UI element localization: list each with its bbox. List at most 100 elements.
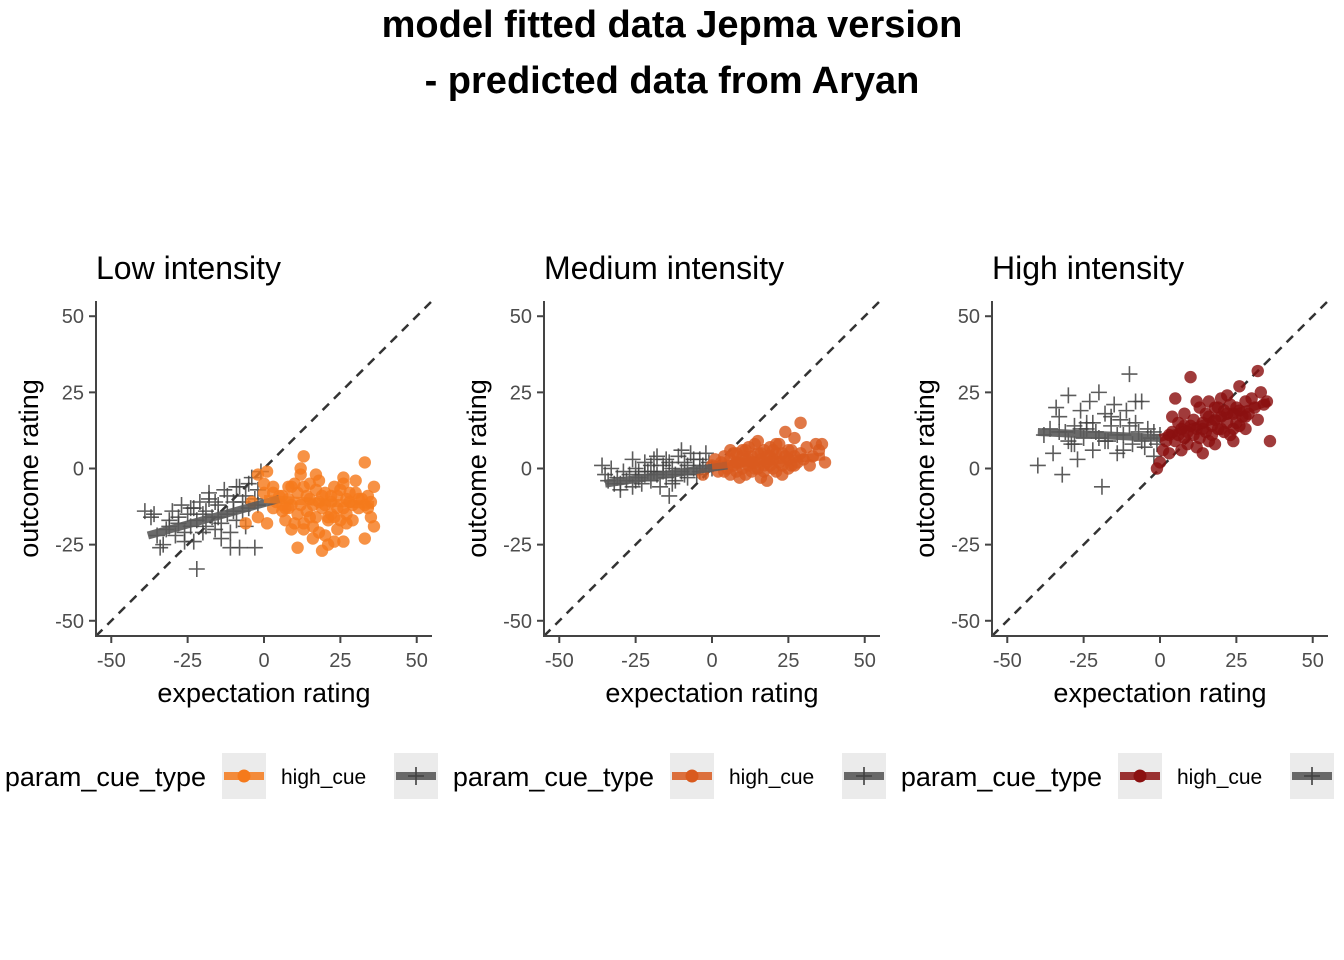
low-cue-fit-line	[1037, 427, 1161, 443]
high-cue-point	[285, 480, 298, 493]
low-cue-point	[1069, 451, 1086, 468]
legend-key-low-cue-marker	[856, 767, 872, 785]
high-cue-point	[779, 425, 792, 439]
low-cue-point	[661, 454, 678, 471]
low-cue-point	[594, 457, 611, 474]
y-tick-label: 25	[958, 382, 980, 404]
y-tick-label: -50	[951, 611, 980, 633]
y-axis-label: outcome rating	[14, 379, 44, 558]
y-tick-label: 50	[510, 306, 532, 328]
high-cue-point	[337, 477, 350, 490]
low-cue-point	[207, 494, 224, 510]
high-cue-fit-line	[1158, 397, 1272, 442]
high-cue-point	[239, 517, 252, 530]
high-cue-point	[260, 517, 274, 530]
high-cue-point	[266, 480, 280, 493]
high-cue-point	[1162, 447, 1176, 460]
low-cue-point	[219, 487, 236, 504]
low-cue-point	[1093, 478, 1110, 495]
high-cue-point	[766, 444, 780, 457]
high-cue-point	[1196, 447, 1209, 460]
high-cue-fit-line	[711, 452, 826, 470]
panel-title: Medium intensity	[544, 250, 784, 286]
high-cue-point	[291, 507, 304, 521]
high-cue-point	[358, 456, 371, 469]
y-tick-label: -25	[503, 535, 532, 557]
low-cue-point	[1103, 408, 1120, 425]
y-tick-label: -50	[55, 611, 84, 633]
high-cue-point	[282, 501, 295, 515]
plot-area	[992, 301, 1328, 636]
low-cue-point	[1127, 393, 1144, 410]
high-cue-point	[340, 517, 353, 530]
low-cue-point	[1121, 366, 1138, 383]
legend-key-high-cue-marker	[1133, 769, 1147, 783]
low-cue-point	[1045, 445, 1062, 462]
x-tick-label: 25	[1225, 650, 1247, 672]
low-cue-point	[228, 478, 245, 495]
high-cue-point	[1208, 437, 1222, 451]
legend-title: param_cue_type	[901, 762, 1102, 792]
low-cue-point	[182, 500, 199, 517]
low-cue-fit-line	[146, 495, 281, 540]
x-tick-label: -50	[993, 650, 1022, 672]
low-cue-point	[652, 478, 669, 495]
y-tick-label: -50	[503, 611, 532, 633]
low-cue-point	[155, 536, 172, 553]
y-tick-label: -25	[55, 535, 84, 557]
low-cue-point	[173, 497, 190, 514]
low-cue-point	[185, 533, 202, 550]
x-axis-label: expectation rating	[605, 678, 818, 708]
x-tick-label: 50	[406, 650, 428, 672]
high-cue-point	[1178, 407, 1191, 420]
legend-1: param_cue_type high_cue	[5, 753, 438, 799]
high-cue-point	[815, 437, 829, 451]
high-cue-point	[251, 511, 265, 524]
high-cue-point	[309, 511, 323, 524]
high-cue-point	[337, 535, 350, 548]
x-tick-label: -25	[1069, 650, 1098, 672]
high-cue-point	[294, 462, 307, 475]
low-cue-point	[649, 448, 666, 465]
legend-key-low-cue-marker	[408, 767, 424, 785]
legend-key-high-cue-marker	[237, 769, 251, 783]
legend-title: param_cue_type	[5, 762, 206, 792]
low-cue-point	[191, 494, 208, 510]
low-cue-point	[146, 506, 163, 523]
low-cue-point	[697, 445, 714, 462]
low-cue-point	[624, 451, 641, 468]
low-cue-point	[213, 530, 230, 547]
low-cue-point	[1090, 384, 1107, 401]
high-cue-point	[251, 468, 265, 481]
legend-2: param_cue_type high_cue	[453, 753, 886, 799]
high-cue-point	[1184, 370, 1197, 384]
low-cue-point	[1048, 399, 1065, 416]
low-cue-point	[1051, 408, 1068, 425]
y-axis-label: outcome rating	[910, 379, 940, 558]
high-cue-point	[349, 474, 362, 487]
y-tick-label: 25	[62, 382, 84, 404]
x-tick-label: -25	[173, 650, 202, 672]
low-cue-point	[658, 451, 675, 468]
x-tick-label: 50	[1302, 650, 1324, 672]
panel-title: High intensity	[992, 250, 1184, 286]
x-tick-label: -50	[97, 650, 126, 672]
low-cue-point	[1121, 417, 1138, 434]
plot-area	[96, 301, 432, 636]
high-cue-point	[733, 471, 746, 484]
low-cue-point	[222, 539, 239, 556]
y-tick-label: 0	[73, 459, 84, 481]
panel-1: Low intensity -50 -25 0 25 50 -50 -25 0 25 50 expec…	[14, 250, 432, 708]
x-axis-label: expectation rating	[157, 678, 370, 708]
high-cue-point	[1233, 419, 1246, 433]
low-cue-point	[240, 475, 257, 492]
y-tick-label: 50	[958, 306, 980, 328]
low-cue-point	[1060, 387, 1077, 404]
legend-key-low-cue-marker	[1304, 767, 1320, 785]
low-cue-point	[188, 561, 205, 577]
x-tick-label: 25	[777, 650, 799, 672]
high-cue-point	[1190, 395, 1203, 408]
high-cue-point	[297, 517, 310, 530]
low-cue-point	[1115, 442, 1132, 459]
